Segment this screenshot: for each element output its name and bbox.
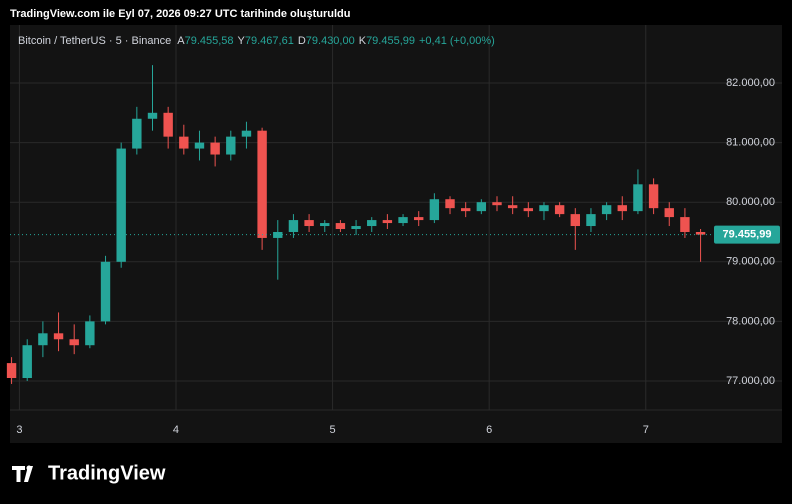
y-tick-label: 77.000,00 (726, 375, 775, 387)
candle-body (38, 333, 48, 346)
candle-body (304, 220, 314, 227)
candle-body (414, 217, 424, 221)
x-tick-label: 6 (486, 424, 492, 436)
y-tick-label: 81.000,00 (726, 137, 775, 149)
candle-body (507, 205, 518, 209)
last-price-label: 79.455,99 (723, 229, 772, 241)
candle-body (335, 223, 346, 230)
candle-body (132, 118, 142, 149)
candle-body (523, 208, 534, 212)
candle-body (617, 205, 627, 212)
candle-body (554, 205, 565, 215)
y-tick-label: 82.000,00 (726, 77, 775, 89)
candle-body (147, 112, 158, 119)
x-tick-label: 3 (16, 424, 22, 436)
legend-key: Y (238, 35, 246, 47)
candle-body (6, 363, 17, 378)
candle-body (241, 130, 252, 137)
candle-body (664, 208, 674, 218)
logo: TradingView (12, 462, 166, 484)
x-tick-label: 5 (330, 424, 336, 436)
candle-body (586, 214, 596, 227)
legend-value: 79.430,00 (306, 35, 355, 47)
candle-body (633, 184, 643, 212)
candle-body (539, 205, 549, 212)
candle-body (85, 321, 95, 346)
candle-body (22, 345, 32, 378)
candle-body (179, 136, 189, 149)
legend-value: 79.467,61 (245, 35, 294, 47)
logo-text: TradingView (48, 462, 166, 484)
candle-body (320, 223, 330, 227)
last-price-box (714, 225, 780, 244)
x-tick-label: 4 (173, 424, 179, 436)
candle-body (398, 217, 408, 224)
y-tick-label: 79.000,00 (726, 256, 775, 268)
candle-body (445, 199, 455, 209)
candle-body (53, 333, 64, 340)
x-tick-label: 7 (643, 424, 649, 436)
header: TradingView.com ile Eyl 07, 2026 09:27 U… (10, 8, 351, 20)
candle-body (163, 112, 173, 137)
candle-body (429, 199, 440, 221)
candle-body (351, 226, 361, 230)
candle-body (492, 202, 502, 206)
candle-body (273, 231, 283, 238)
legend-key: A (177, 35, 185, 47)
symbol: Bitcoin / TetherUS · 5 · Binance (18, 35, 171, 47)
candle-body (460, 208, 471, 212)
candle-body (570, 214, 580, 227)
ohlc-legend: Bitcoin / TetherUS · 5 · Binance A79.455,… (18, 35, 495, 47)
legend-change: +0,41 (+0,00%) (419, 35, 495, 47)
logo-icon (26, 465, 32, 471)
legend-key: D (298, 35, 306, 47)
candle-body (601, 205, 612, 215)
candle-body (695, 231, 706, 235)
candle-body (288, 220, 299, 232)
chart-panel (10, 25, 782, 443)
candle-body (100, 261, 111, 322)
y-tick-label: 80.000,00 (726, 196, 775, 208)
y-tick-label: 78.000,00 (726, 315, 775, 327)
candle-body (648, 184, 659, 209)
candle-body (194, 142, 205, 149)
legend-value: 79.455,58 (185, 35, 234, 47)
candle-body (226, 136, 236, 155)
candle-body (210, 142, 220, 155)
candle-body (257, 130, 267, 238)
candle-body (382, 220, 393, 224)
candle-body (116, 148, 126, 262)
legend-key: K (359, 35, 367, 47)
candle-body (680, 217, 690, 232)
legend-value: 79.455,99 (366, 35, 415, 47)
candle-body (367, 220, 377, 227)
candle-body (476, 202, 487, 212)
plot: 77.000,00 78.000,00 79.000,00 80.000,00 81.0… (6, 25, 782, 436)
candle-body (69, 339, 79, 346)
